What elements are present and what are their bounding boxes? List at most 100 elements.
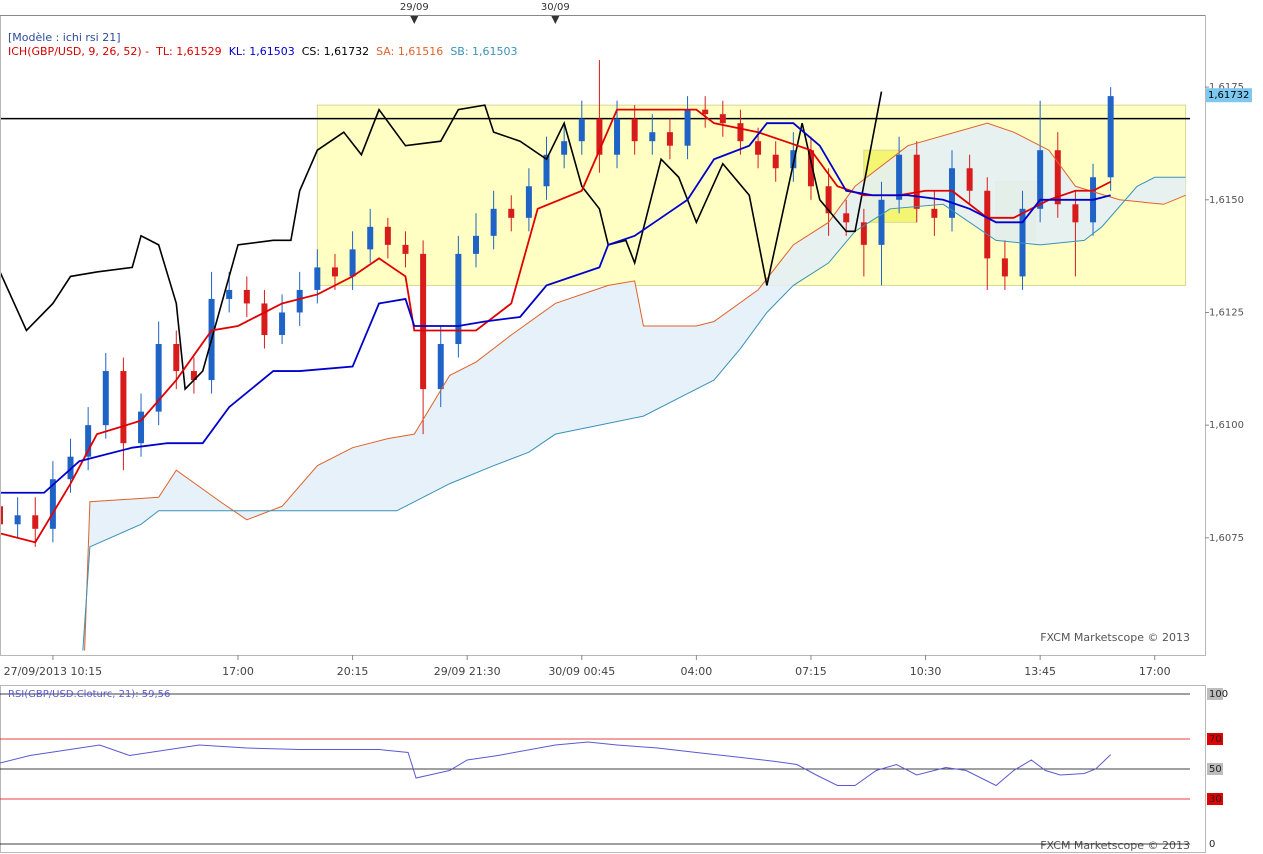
candle-body [243,289,250,304]
candle-body [14,515,21,525]
candle-body [596,118,603,155]
rsi-tick-box [1207,838,1223,850]
candle-body [772,154,779,169]
candle-body [296,289,303,313]
template-label: [Modèle : ichi rsi 21] [8,31,121,44]
candle-body [719,114,726,124]
candle-body [649,132,656,142]
candle-body [455,253,462,345]
candle-body [138,411,145,444]
candle-body [543,154,550,187]
x-tick-label: 07:15 [795,665,827,678]
rsi-tick-box [1207,688,1223,700]
candle-body [32,515,39,529]
rsi-line [0,741,1112,787]
rsi-tick-label: 0 [1209,839,1215,850]
candle-body [737,123,744,142]
candle-body [913,154,920,209]
indicator-line [0,108,1112,544]
rsi-tick-label: 70 [1209,734,1222,745]
candle-body [1072,204,1079,223]
date-marker [410,16,419,24]
y-tick-label: 1,6125 [1209,307,1244,318]
indicator-name: ICH(GBP/USD, 9, 26, 52) - [8,45,149,58]
legend-entry: TL: 1,61529 [155,45,222,58]
candle-body [85,425,92,457]
candle-body [314,267,321,290]
candle-body [420,253,427,390]
rsi-tick-label: 100 [1209,689,1228,700]
candle-body [120,371,127,444]
candle-body [0,506,3,525]
candle-body [279,312,286,335]
date-marker-label: 29/09 [400,2,429,13]
candle-body [984,190,991,259]
x-tick-label: 10:30 [910,665,942,678]
legend-entry: SA: 1,61516 [376,45,443,58]
candle-body [102,371,109,426]
y-tick-label: 1,6100 [1209,420,1244,431]
candle-body [331,267,338,277]
candle-body [896,154,903,200]
candle-body [684,109,691,146]
candle-body [966,168,973,191]
indicator-line [0,122,1111,494]
candle-body [367,226,374,250]
x-tick-label: 29/09 21:30 [434,665,501,678]
x-tick-label: 17:00 [222,665,254,678]
candle-body [473,235,479,254]
x-tick-label: 20:15 [337,665,369,678]
candle-body [1001,258,1008,277]
candle-body [949,168,955,218]
rsi-tick-box [1207,793,1223,805]
candle-body [807,150,814,187]
x-tick-label: 30/09 00:45 [548,665,615,678]
candle-body [631,118,638,142]
rsi-tick-box [1207,763,1223,775]
x-tick-label: 13:45 [1024,665,1056,678]
candle-body [878,199,885,245]
indicator-line [82,176,1186,651]
rsi-title: RSI(GBP/USD.Cloturc, 21): 59,56 [8,689,170,700]
last-price-label: 1,61732 [1208,90,1249,101]
rsi-tick-label: 30 [1209,794,1222,805]
candle-body [226,289,233,299]
candle-body [790,150,797,169]
candle-body [155,344,162,412]
candle-body [190,371,197,381]
date-marker-label: 30/09 [541,2,570,13]
cloud-fill [82,123,1186,651]
legend: ICH(GBP/USD, 9, 26, 52) - TL: 1,61529 KL… [8,45,525,58]
y-tick-label: 1,6150 [1209,195,1244,206]
legend-entry: CS: 1,61732 [302,45,369,58]
candle-body [490,208,497,236]
candle-body [384,226,391,245]
candle-body [578,118,585,142]
legend-entry: KL: 1,61503 [229,45,295,58]
indicator-line [84,122,1186,651]
candle-body [525,186,532,218]
candle-body [666,132,673,146]
x-tick-label: 04:00 [681,665,713,678]
candle-body [402,244,409,254]
candle-body [1107,96,1114,178]
candle-body [1037,150,1044,209]
candle-body [508,208,515,218]
rsi-tick-label: 50 [1209,764,1222,775]
y-tick-label: 1,6175 [1209,82,1244,93]
candle-body [49,479,56,529]
candle-body [931,208,938,218]
candle-body [825,186,832,214]
legend-entry: SB: 1,61503 [450,45,517,58]
rsi-tick-box [1207,733,1223,745]
indicator-line [0,91,883,391]
candle-body [702,109,709,115]
candle-body [173,344,180,372]
last-price-box [1206,88,1252,103]
date-marker [551,16,560,24]
y-tick-label: 1,6075 [1209,533,1244,544]
candle-body [349,249,356,277]
watermark: FXCM Marketscope © 2013 [1040,839,1190,852]
candle-body [614,118,621,155]
